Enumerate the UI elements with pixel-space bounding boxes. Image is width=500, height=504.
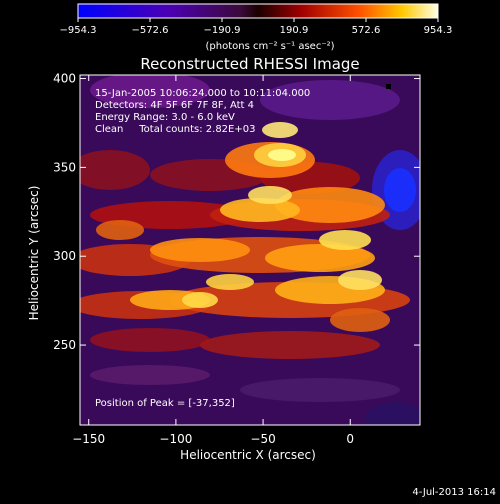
colorbar: −954.3 −572.6 −190.9 190.9 572.6 954.3 (photo… (59, 3, 453, 52)
heatmap-blob (248, 186, 292, 204)
colorbar-gradient (77, 3, 439, 19)
heatmap-blob (90, 328, 210, 352)
y-tick-label: 250 (53, 338, 76, 352)
heatmap-blob (265, 244, 375, 272)
heatmap-blob (220, 198, 300, 222)
heatmap-blob (182, 292, 218, 308)
peak-marker (386, 84, 391, 89)
y-tick-label: 350 (53, 160, 76, 174)
plot-frame (79, 74, 421, 426)
colorbar-tick-label: −954.3 (59, 25, 96, 36)
x-tick-label: −100 (159, 432, 192, 446)
colorbar-tick-label: −190.9 (203, 25, 240, 36)
annotation-detectors: Detectors: 4F 5F 6F 7F 8F, Att 4 (95, 100, 254, 111)
y-tick-label: 300 (53, 249, 76, 263)
annotation-energy: Energy Range: 3.0 - 6.0 keV (95, 112, 235, 123)
observation-info: 15-Jan-2005 10:06:24.000 to 10:11:04.000… (95, 88, 310, 135)
colorbar-tick-label: 572.6 (352, 25, 381, 36)
heatmap-image (80, 75, 420, 425)
chart-title: Reconstructed RHESSI Image (140, 55, 359, 73)
heatmap-blob (330, 308, 390, 332)
heatmap-blob (260, 80, 400, 120)
heatmap-blob (262, 122, 298, 138)
heatmap-blob (90, 75, 210, 108)
heatmap-blob (96, 220, 144, 240)
colorbar-unit-label: (photons cm⁻² s⁻¹ asec⁻²) (205, 41, 334, 52)
x-tick-label: −50 (250, 432, 275, 446)
timestamp: 4-Jul-2013 16:14 (412, 487, 496, 498)
y-tick-label: 400 (53, 72, 76, 86)
heatmap-blob (240, 378, 400, 402)
colorbar-tick-label: 190.9 (280, 25, 309, 36)
heatmap-blob (150, 238, 250, 262)
y-axis-label: Heliocentric Y (arcsec) (27, 186, 41, 321)
heatmap-blob (365, 402, 420, 425)
heatmap-blob (338, 270, 382, 290)
annotation-time-range: 15-Jan-2005 10:06:24.000 to 10:11:04.000 (95, 88, 310, 99)
colorbar-tick-label: −572.6 (131, 25, 168, 36)
heatmap-blob (268, 149, 296, 161)
heatmap-blob (200, 331, 380, 359)
annotation-clean: Clean Total counts: 2.82E+03 (95, 124, 255, 135)
heatmap-blob (206, 274, 254, 290)
heatmap-blob (275, 187, 385, 223)
y-axis: 250 300 350 400 (53, 72, 420, 352)
x-tick-label: 0 (346, 432, 354, 446)
peak-position-label: Position of Peak = [-37,352] (95, 398, 235, 409)
heatmap-blob (384, 168, 416, 212)
heatmap-blob (90, 365, 210, 385)
x-axis: −150 −100 −50 0 (72, 75, 354, 446)
x-tick-label: −150 (72, 432, 105, 446)
heatmap-blob (80, 150, 150, 190)
colorbar-tick-label: 954.3 (424, 25, 453, 36)
heatmap-blob (319, 230, 371, 250)
x-axis-label: Heliocentric X (arcsec) (180, 448, 316, 462)
